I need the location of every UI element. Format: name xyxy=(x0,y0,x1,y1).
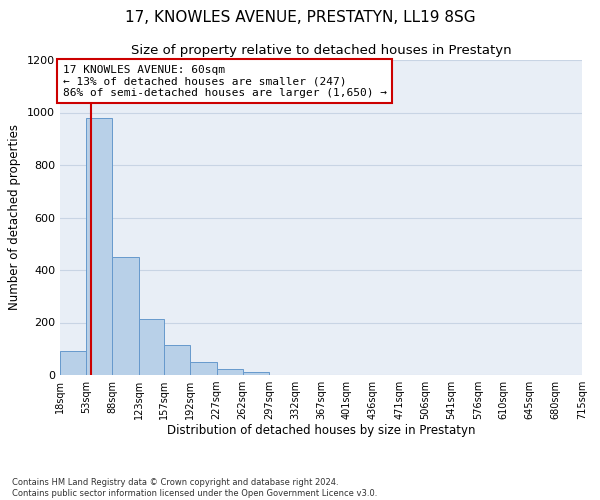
Bar xyxy=(86,118,112,375)
Text: 17, KNOWLES AVENUE, PRESTATYN, LL19 8SG: 17, KNOWLES AVENUE, PRESTATYN, LL19 8SG xyxy=(125,10,475,25)
Y-axis label: Number of detached properties: Number of detached properties xyxy=(8,124,22,310)
Bar xyxy=(60,352,86,375)
Bar xyxy=(164,345,190,375)
Text: Contains HM Land Registry data © Crown copyright and database right 2024.
Contai: Contains HM Land Registry data © Crown c… xyxy=(12,478,377,498)
Bar xyxy=(139,318,164,375)
Bar xyxy=(243,372,269,375)
Bar xyxy=(217,369,243,375)
Text: 17 KNOWLES AVENUE: 60sqm
← 13% of detached houses are smaller (247)
86% of semi-: 17 KNOWLES AVENUE: 60sqm ← 13% of detach… xyxy=(62,64,386,98)
Title: Size of property relative to detached houses in Prestatyn: Size of property relative to detached ho… xyxy=(131,44,511,58)
Bar xyxy=(190,362,217,375)
Bar xyxy=(112,257,139,375)
X-axis label: Distribution of detached houses by size in Prestatyn: Distribution of detached houses by size … xyxy=(167,424,475,436)
